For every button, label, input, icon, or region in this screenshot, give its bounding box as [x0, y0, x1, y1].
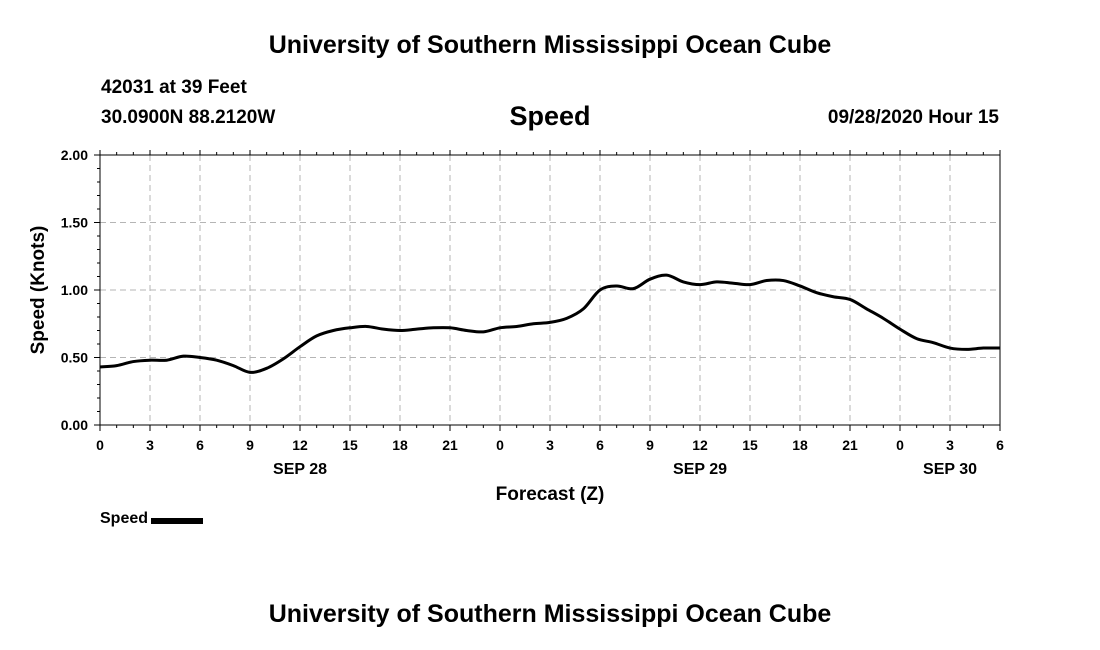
speed-series-line: [99, 273, 1001, 374]
chart-grid: [100, 155, 1000, 425]
chart-title: Speed: [509, 101, 591, 131]
x-tick-label: 3: [146, 437, 154, 453]
x-tick-label: 0: [896, 437, 904, 453]
x-tick-labels: 0 3 6 9 12 15 18 21 0 3 6 9 12 15 18 21 0 3 6: [96, 437, 1004, 453]
coordinates-label: 30.0900N 88.2120W: [101, 107, 276, 128]
date-labels: SEP 28 SEP 29 SEP 30: [273, 461, 977, 478]
date-label: SEP 29: [673, 461, 727, 478]
station-label: 42031 at 39 Feet: [101, 77, 247, 98]
y-tick-label: 0.00: [61, 417, 88, 433]
datetime-label: 09/28/2020 Hour 15: [827, 107, 999, 128]
x-tick-label: 6: [596, 437, 604, 453]
x-tick-label: 9: [646, 437, 654, 453]
y-axis-label: Speed (Knots): [28, 226, 49, 355]
date-label: SEP 30: [923, 461, 977, 478]
x-tick-label: 9: [246, 437, 254, 453]
x-tick-label: 18: [392, 437, 408, 453]
y-tick-labels: 0.00 0.50 1.00 1.50 2.00: [61, 147, 88, 433]
x-tick-label: 21: [842, 437, 858, 453]
footer-title: University of Southern Mississippi Ocean…: [268, 600, 832, 628]
y-tick-label: 1.00: [61, 282, 88, 298]
date-label: SEP 28: [273, 461, 327, 478]
x-tick-label: 12: [692, 437, 708, 453]
x-tick-label: 0: [496, 437, 504, 453]
x-tick-label: 0: [96, 437, 104, 453]
x-tick-label: 6: [196, 437, 204, 453]
page-title: University of Southern Mississippi Ocean…: [268, 31, 832, 59]
y-tick-label: 2.00: [61, 147, 88, 163]
x-tick-label: 6: [996, 437, 1004, 453]
y-tick-label: 0.50: [61, 350, 88, 366]
chart-legend: Speed: [100, 510, 204, 528]
x-tick-label: 18: [792, 437, 808, 453]
x-tick-label: 15: [342, 437, 358, 453]
legend-swatch-speed: [151, 518, 204, 524]
chart-ticks: [94, 150, 1001, 431]
legend-label-speed: Speed: [100, 510, 149, 527]
x-tick-label: 15: [742, 437, 758, 453]
x-tick-label: 3: [546, 437, 554, 453]
y-tick-label: 1.50: [61, 215, 88, 231]
x-tick-label: 12: [292, 437, 308, 453]
x-tick-label: 21: [442, 437, 458, 453]
x-tick-label: 3: [946, 437, 954, 453]
x-axis-label: Forecast (Z): [496, 484, 605, 505]
